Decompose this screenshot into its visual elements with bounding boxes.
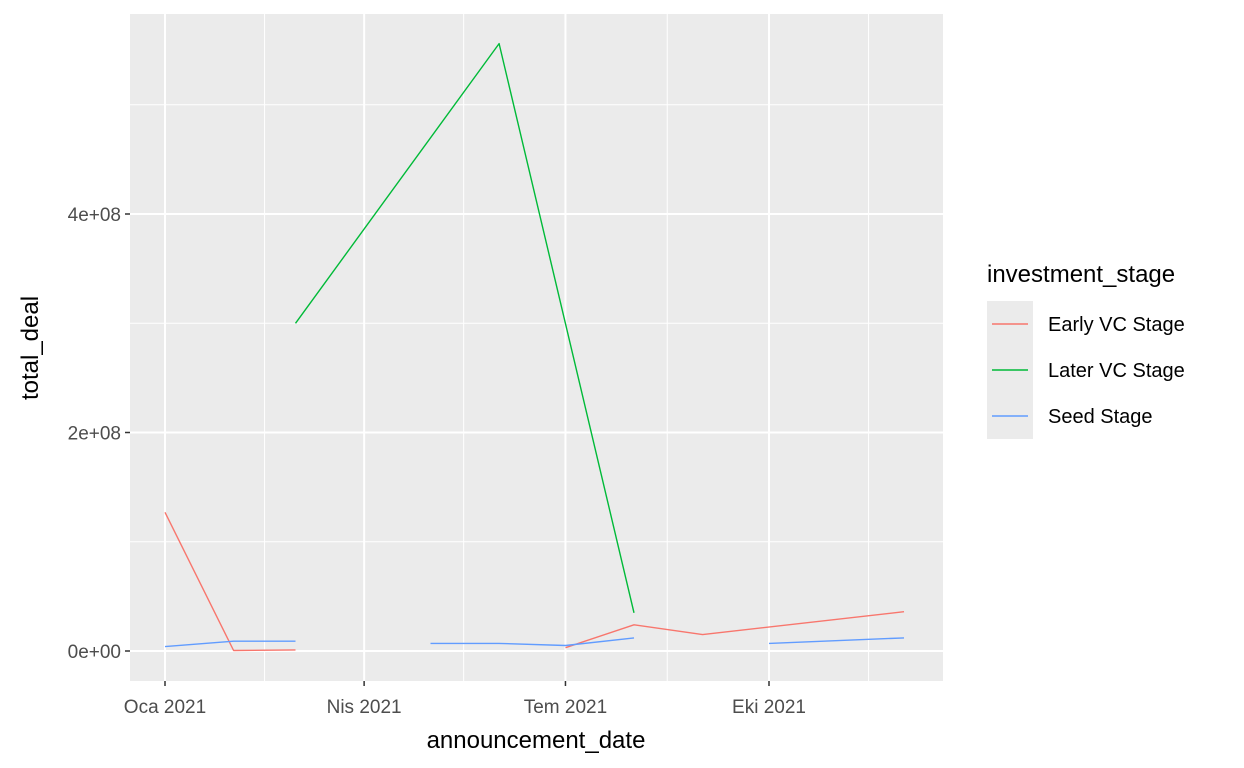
series-line-early-vc-stage [164,511,296,652]
y-tick-label: 0e+00 [68,642,121,663]
series-line-seed-stage [768,637,905,645]
legend-title: investment_stage [987,261,1175,288]
series-line-early-vc-stage [565,611,905,649]
y-axis: 0e+00 2e+08 4e+08 [68,205,130,663]
series-line-seed-stage [164,640,296,648]
series-line-seed-stage [430,637,635,647]
x-tick-label: Eki 2021 [732,697,806,718]
legend-label-seed-stage: Seed Stage [1048,406,1153,428]
x-axis-title: announcement_date [427,727,646,754]
y-axis-title: total_deal [17,296,44,400]
minor-gridlines [130,14,943,681]
y-tick-label: 4e+08 [68,205,121,226]
x-tick-label: Nis 2021 [327,697,402,718]
panel-background [130,14,943,681]
legend-label-later-vc-stage: Later VC Stage [1048,360,1185,382]
major-gridlines [130,14,943,681]
legend-label-early-vc-stage: Early VC Stage [1048,314,1185,336]
legend: investment_stage Early VC Stage Later VC … [987,261,1185,439]
x-tick-label: Oca 2021 [124,697,206,718]
x-axis: Oca 2021 Nis 2021 Tem 2021 Eki 2021 [124,681,806,718]
y-tick-label: 2e+08 [68,424,121,445]
series-lines [164,42,905,652]
x-tick-label: Tem 2021 [524,697,607,718]
series-line-later-vc-stage [294,42,635,613]
legend-items: Early VC Stage Later VC Stage Seed Stage [987,301,1185,439]
